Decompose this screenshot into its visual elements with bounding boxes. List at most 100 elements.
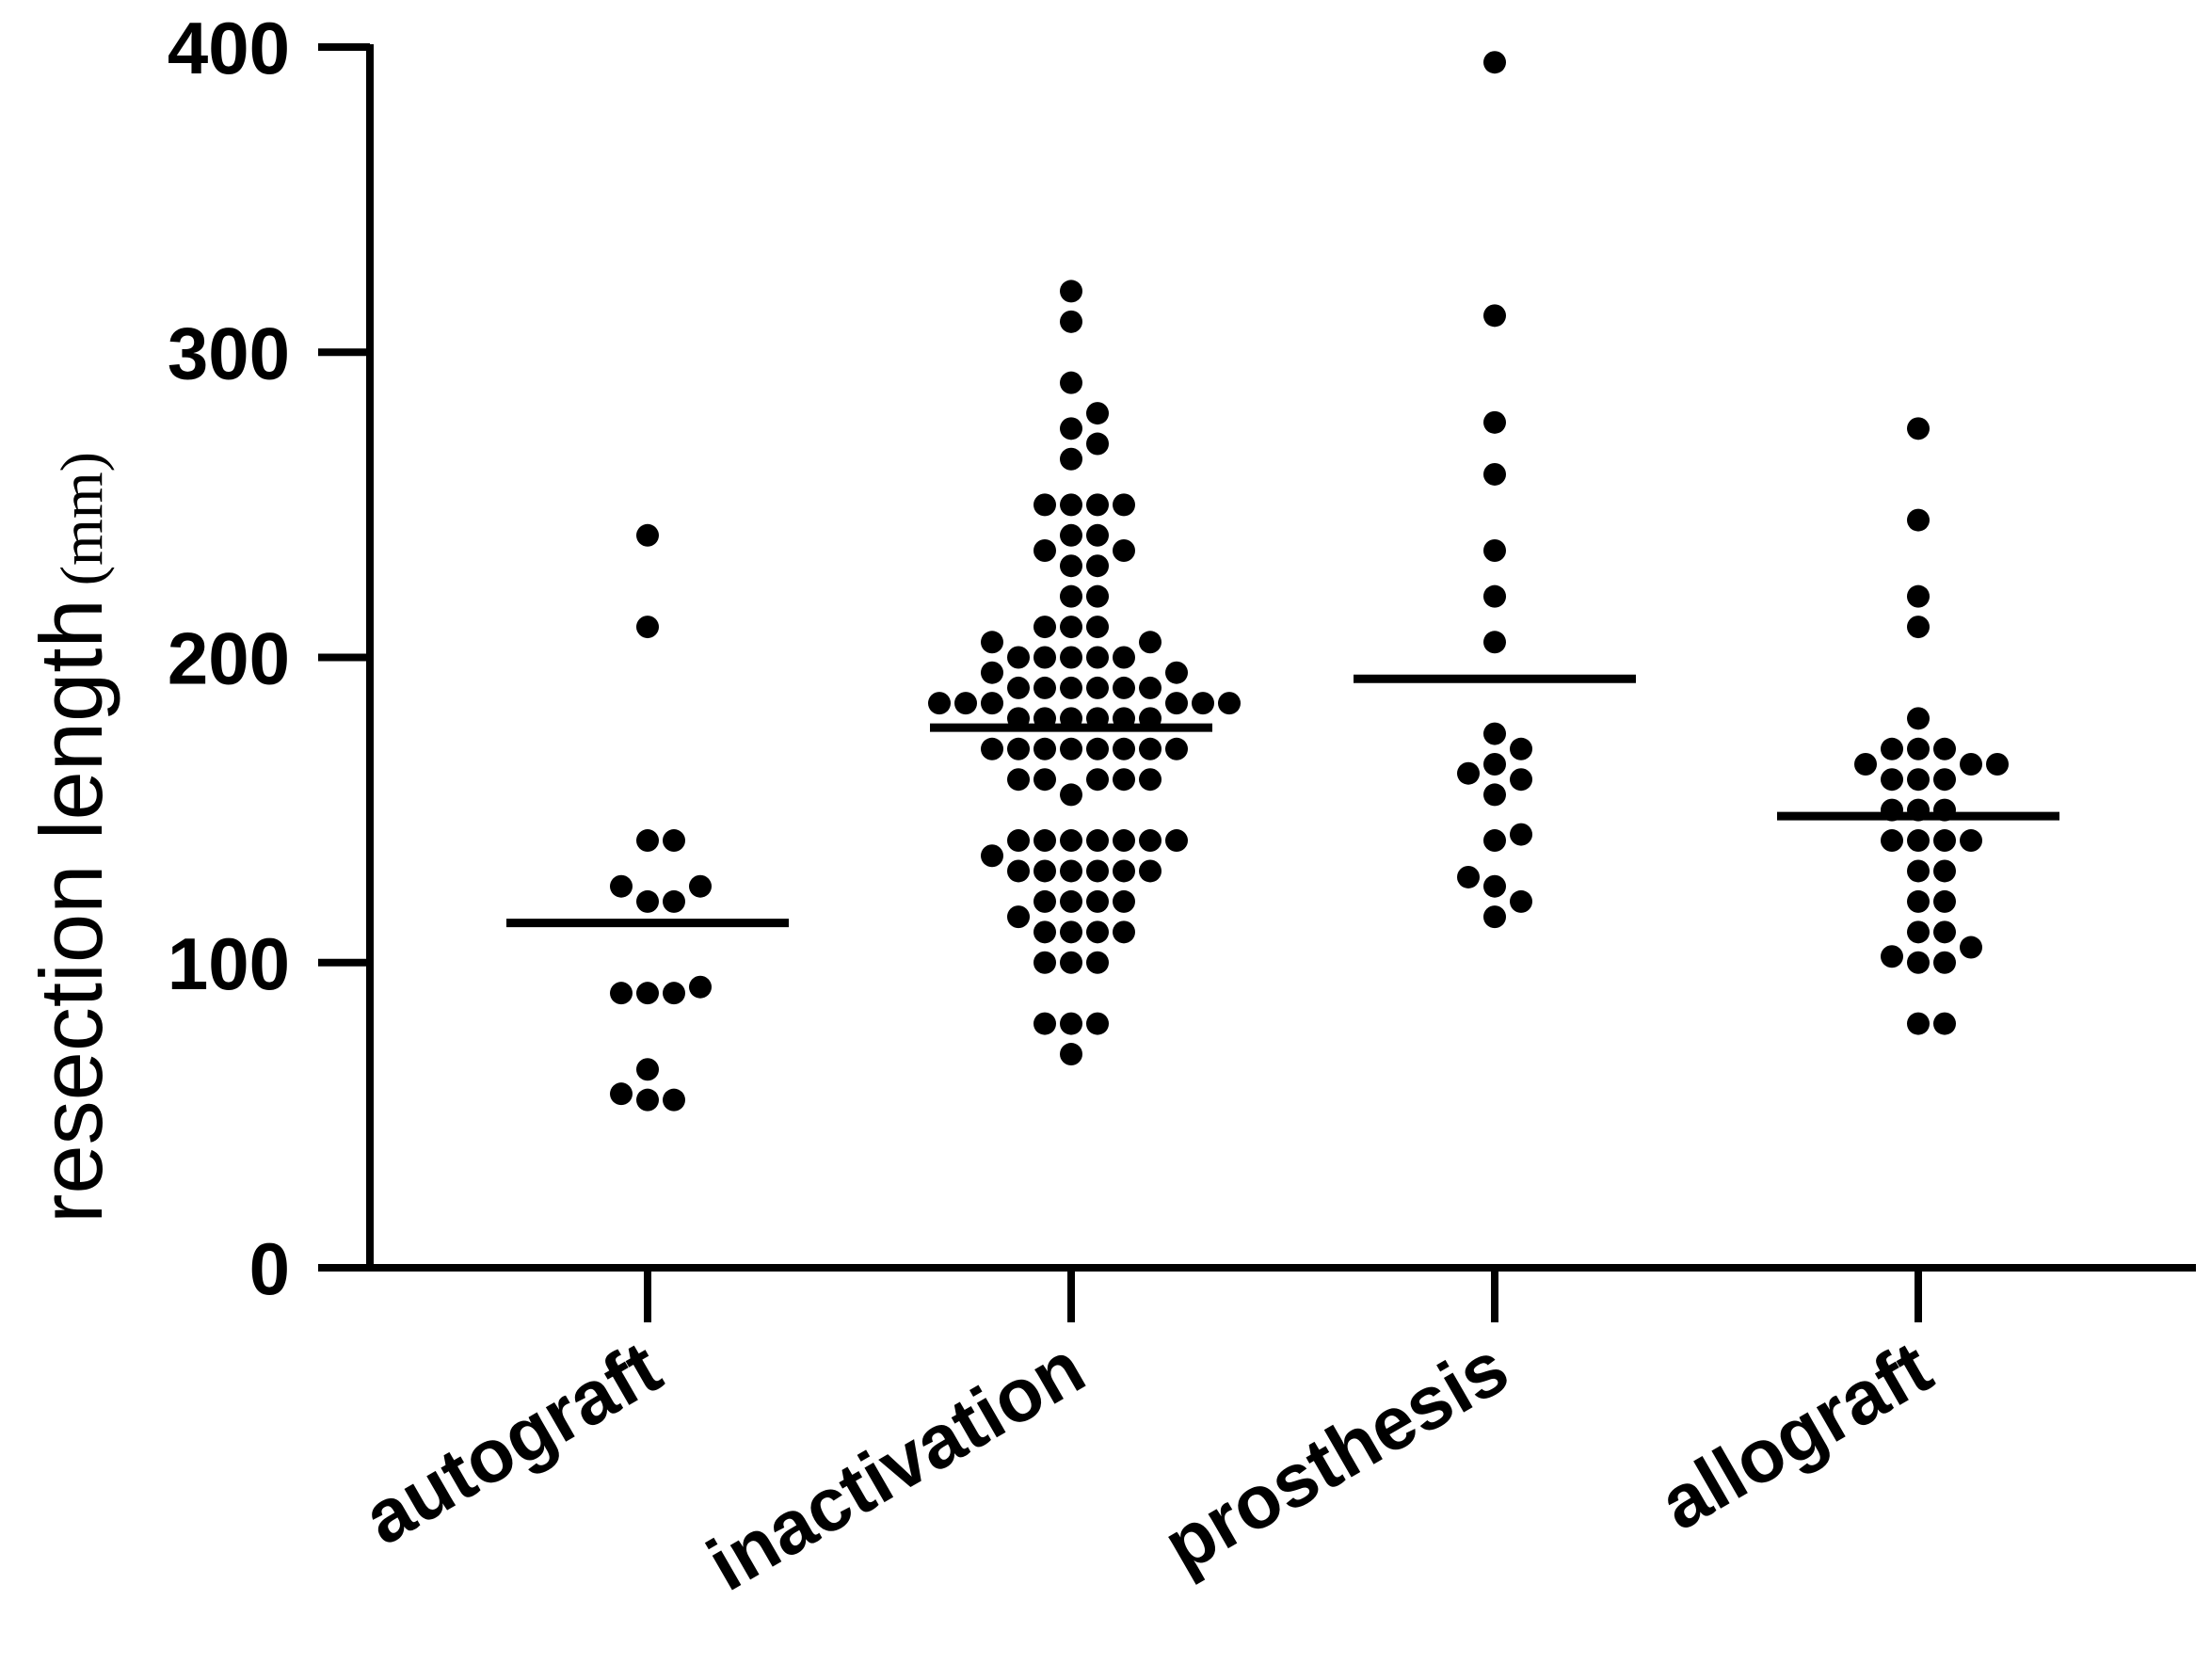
data-point [981, 661, 1003, 684]
y-tick-label: 100 [168, 922, 290, 1005]
data-point [1007, 737, 1030, 760]
data-point [610, 1082, 633, 1106]
data-point [1483, 410, 1506, 434]
data-point [1086, 523, 1109, 547]
data-point [1139, 737, 1162, 760]
x-category-label: inactivation [694, 1325, 1097, 1607]
data-point [1113, 737, 1135, 760]
data-point [1113, 646, 1135, 669]
data-point [1113, 493, 1135, 517]
data-point [1113, 920, 1135, 944]
data-point [663, 982, 685, 1005]
data-point [1060, 554, 1082, 578]
data-point [1060, 737, 1082, 760]
data-point [1483, 584, 1506, 608]
data-point [1007, 905, 1030, 929]
data-point [1907, 859, 1930, 883]
data-point [1033, 493, 1056, 517]
data-point [636, 982, 659, 1005]
data-point [1113, 859, 1135, 883]
data-point [1907, 951, 1930, 974]
data-point [1483, 752, 1506, 776]
data-point [981, 844, 1003, 868]
data-point [1060, 447, 1082, 471]
data-point [1033, 920, 1056, 944]
data-point [1060, 584, 1082, 608]
data-point [1483, 829, 1506, 853]
data-point [1483, 722, 1506, 745]
data-point [1483, 51, 1506, 74]
data-point [1907, 584, 1930, 608]
data-point [1165, 661, 1188, 684]
data-point [1113, 539, 1135, 563]
data-point [1060, 920, 1082, 944]
data-point [610, 982, 633, 1005]
x-category-label: autograft [350, 1325, 675, 1560]
data-point [1060, 1043, 1082, 1066]
data-point [1139, 768, 1162, 792]
y-axis-title-text: resection length [22, 599, 120, 1224]
data-point [1933, 889, 1956, 913]
data-point [1033, 616, 1056, 639]
data-point [1007, 829, 1030, 853]
data-point [663, 829, 685, 853]
data-point [1139, 631, 1162, 654]
data-point [1483, 539, 1506, 563]
data-point [1033, 768, 1056, 792]
data-point [636, 1058, 659, 1081]
data-point [954, 692, 977, 715]
data-point [981, 631, 1003, 654]
data-point [1033, 951, 1056, 974]
data-points [610, 51, 2009, 1112]
data-point [1086, 920, 1109, 944]
data-point [1007, 646, 1030, 669]
data-point [1086, 432, 1109, 456]
data-point [1457, 865, 1480, 888]
data-point [1483, 462, 1506, 486]
data-point [1483, 783, 1506, 807]
data-point [1060, 646, 1082, 669]
data-point [1907, 508, 1930, 532]
data-point [1933, 829, 1956, 853]
data-point [1086, 402, 1109, 425]
data-point [1086, 737, 1109, 760]
data-point [1033, 646, 1056, 669]
data-point [1060, 951, 1082, 974]
data-point [1483, 631, 1506, 654]
data-point [1060, 783, 1082, 807]
data-point [1483, 304, 1506, 328]
data-point [1510, 889, 1532, 913]
data-point [1933, 768, 1956, 792]
data-point [1907, 616, 1930, 639]
y-axis-title: resection length (mm) [22, 452, 120, 1224]
data-point [1960, 936, 1982, 959]
data-point [1907, 920, 1930, 944]
data-point [981, 737, 1003, 760]
y-tick-label: 200 [168, 617, 290, 700]
data-point [1060, 280, 1082, 303]
data-point [1483, 874, 1506, 898]
data-point [1165, 692, 1188, 715]
data-point [1165, 829, 1188, 853]
mean-lines [506, 674, 2059, 928]
data-point [1165, 737, 1188, 760]
data-point [1060, 1012, 1082, 1035]
data-point [1881, 945, 1903, 968]
data-point [1033, 539, 1056, 563]
data-point [1060, 676, 1082, 699]
data-point [689, 975, 712, 999]
data-point [1086, 616, 1109, 639]
data-point [1933, 951, 1956, 974]
y-tick-label: 300 [168, 312, 290, 394]
data-point [1086, 493, 1109, 517]
data-point [1960, 752, 1982, 776]
data-point [1907, 889, 1930, 913]
data-point [1907, 707, 1930, 730]
data-point [1881, 829, 1903, 853]
data-point [1881, 737, 1903, 760]
y-axis-ticks: 0 100 200 300 400 [168, 7, 370, 1310]
data-point [1033, 737, 1056, 760]
data-point [1060, 523, 1082, 547]
data-point [1139, 829, 1162, 853]
